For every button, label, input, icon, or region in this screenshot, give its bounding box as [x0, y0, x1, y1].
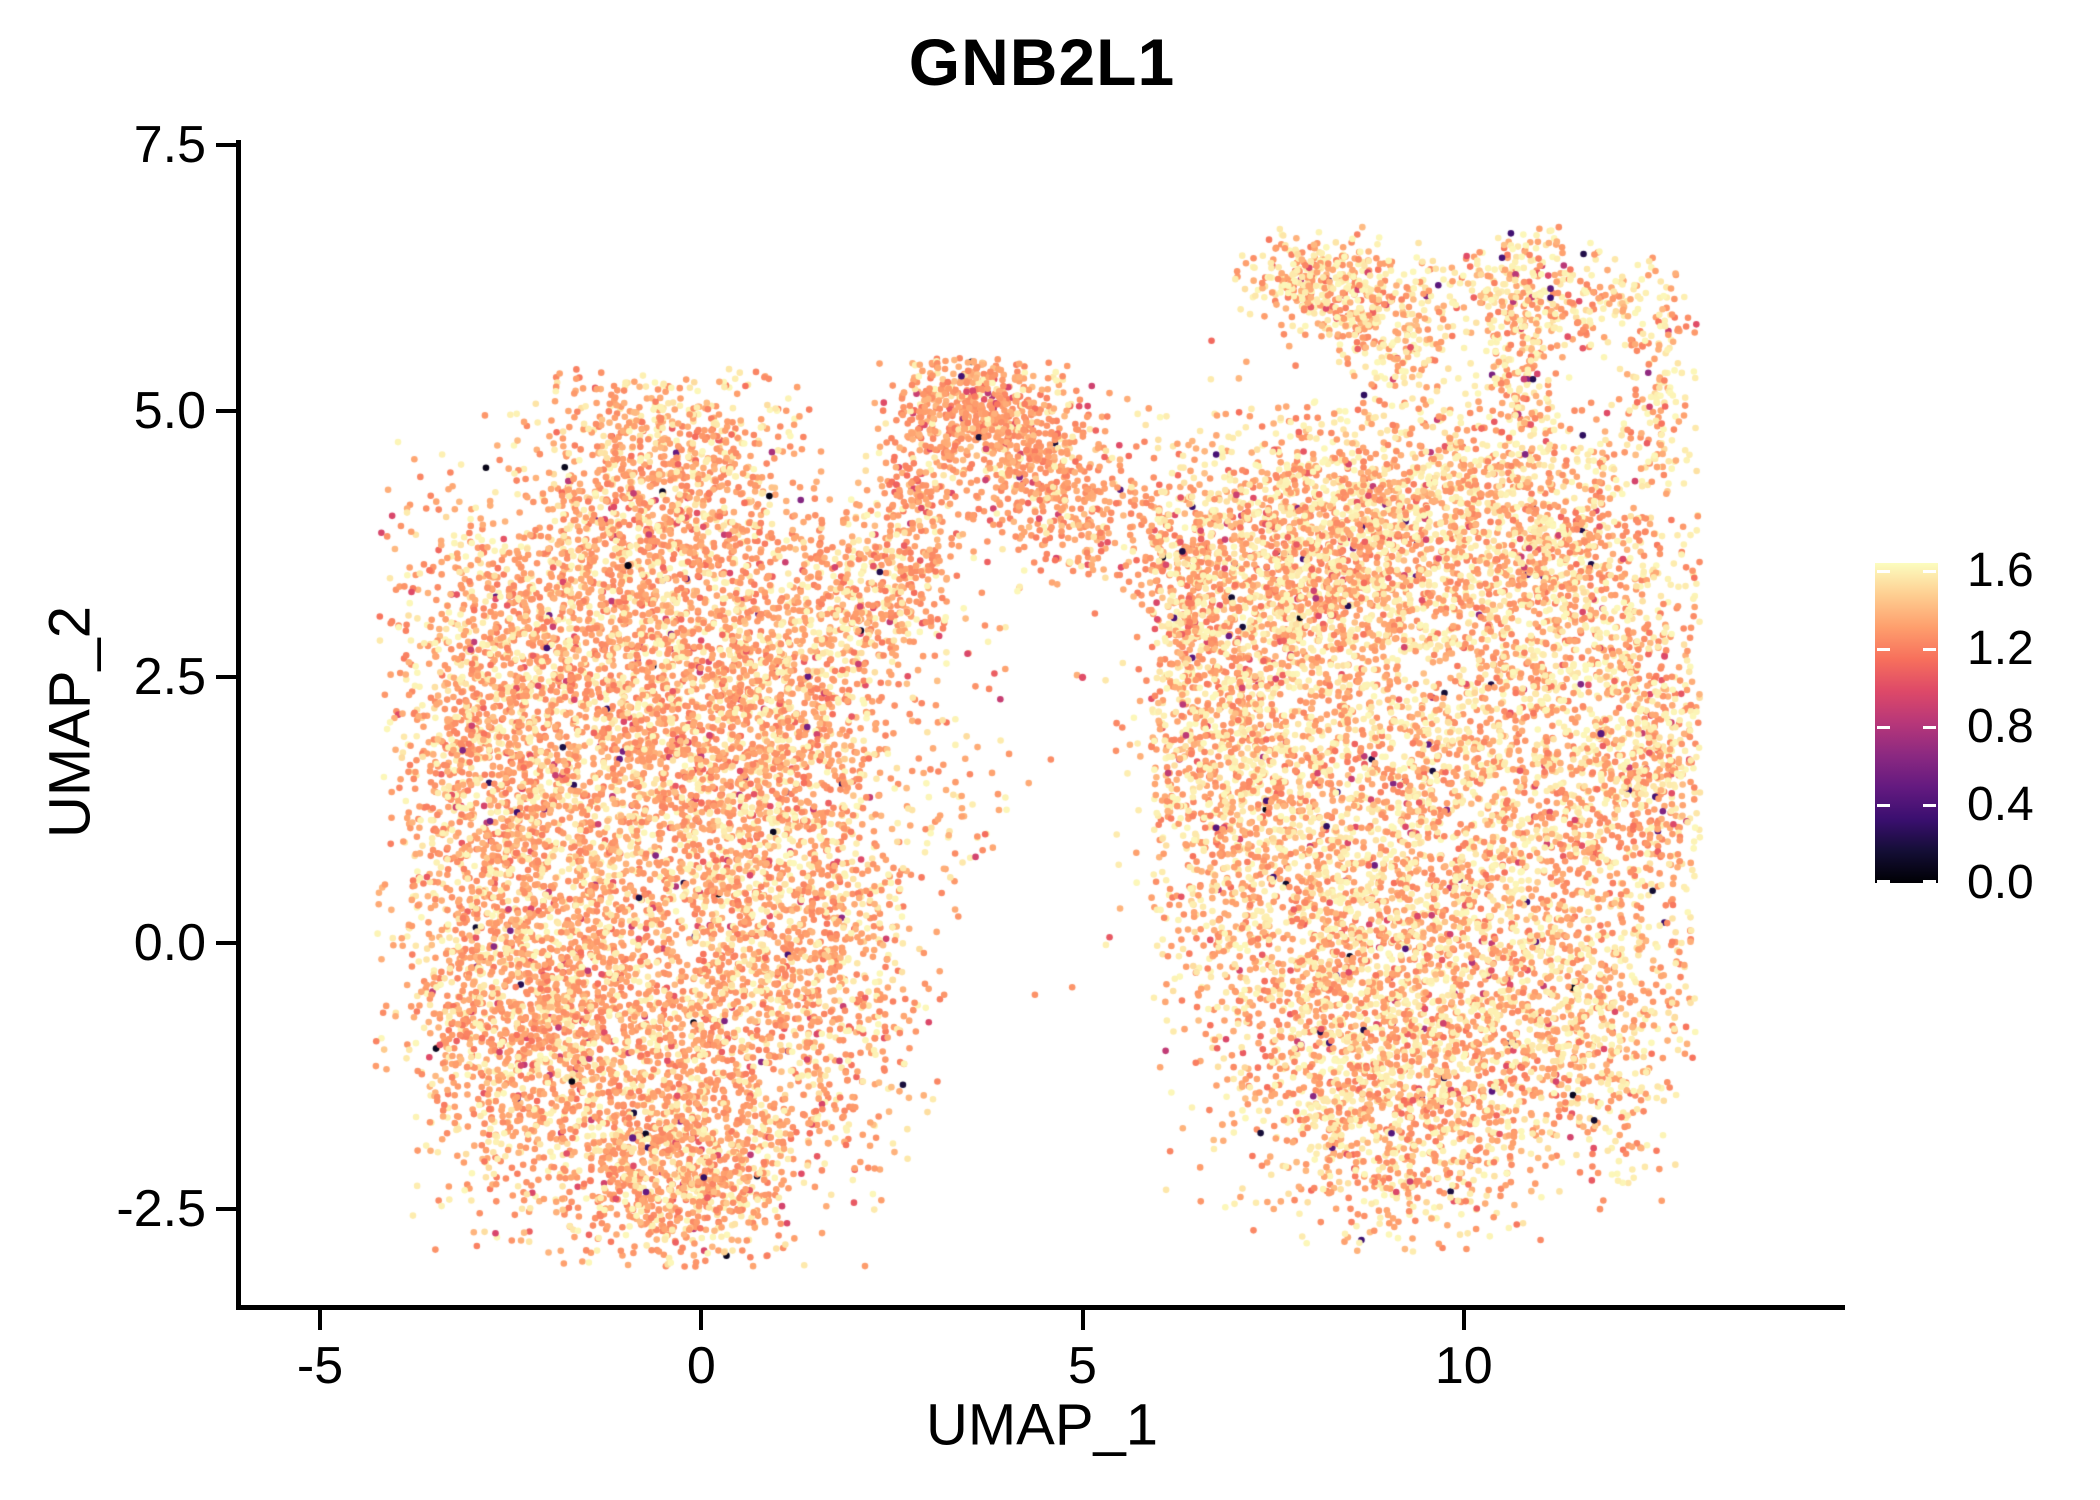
colorbar-tick-mark: [1877, 725, 1890, 729]
y-tick-label: 2.5: [133, 648, 206, 707]
colorbar-tick-label: 0.0: [1967, 856, 2034, 909]
colorbar-tick-mark: [1877, 647, 1890, 651]
colorbar-gradient: [1875, 563, 1938, 883]
x-axis-title: UMAP_1: [925, 1392, 1159, 1458]
colorbar-tick-label: 0.4: [1967, 777, 2034, 831]
colorbar-tick-mark: [1923, 880, 1936, 883]
x-axis-line: [236, 1305, 1845, 1310]
y-axis-title: UMAP_2: [37, 605, 103, 839]
x-tick-mark: [1461, 1310, 1466, 1330]
expression-colorbar: [1875, 563, 1938, 883]
colorbar-tick-mark: [1877, 569, 1890, 573]
colorbar-tick-mark: [1923, 569, 1936, 573]
plot-title: GNB2L1: [908, 25, 1176, 99]
colorbar-tick-label: 1.2: [1967, 621, 2034, 675]
colorbar-tick-label: 0.8: [1967, 699, 2034, 753]
x-tick-label: 10: [1434, 1337, 1493, 1395]
colorbar-tick-mark: [1923, 647, 1936, 651]
x-tick-mark: [699, 1310, 704, 1330]
colorbar-tick-mark: [1923, 803, 1936, 807]
y-tick-mark: [216, 675, 236, 680]
y-tick-mark: [216, 409, 236, 414]
colorbar-tick-label: 1.6: [1967, 543, 2034, 597]
y-axis-line: [236, 140, 241, 1310]
y-tick-mark: [216, 143, 236, 148]
x-tick-mark: [1080, 1310, 1085, 1330]
y-tick-label: -2.5: [116, 1180, 206, 1239]
y-tick-mark: [216, 1207, 236, 1212]
x-tick-mark: [318, 1310, 323, 1330]
y-tick-label: 0.0: [133, 914, 206, 973]
x-tick-label: 0: [686, 1337, 716, 1395]
colorbar-tick-mark: [1877, 803, 1890, 807]
y-tick-mark: [216, 941, 236, 946]
colorbar-tick-mark: [1923, 725, 1936, 729]
y-tick-label: 7.5: [133, 116, 206, 175]
y-tick-label: 5.0: [133, 382, 206, 441]
colorbar-tick-mark: [1877, 880, 1890, 883]
x-tick-label: 5: [1068, 1337, 1097, 1395]
x-tick-label: -5: [296, 1337, 344, 1395]
scatter-points-canvas: [240, 140, 1845, 1305]
